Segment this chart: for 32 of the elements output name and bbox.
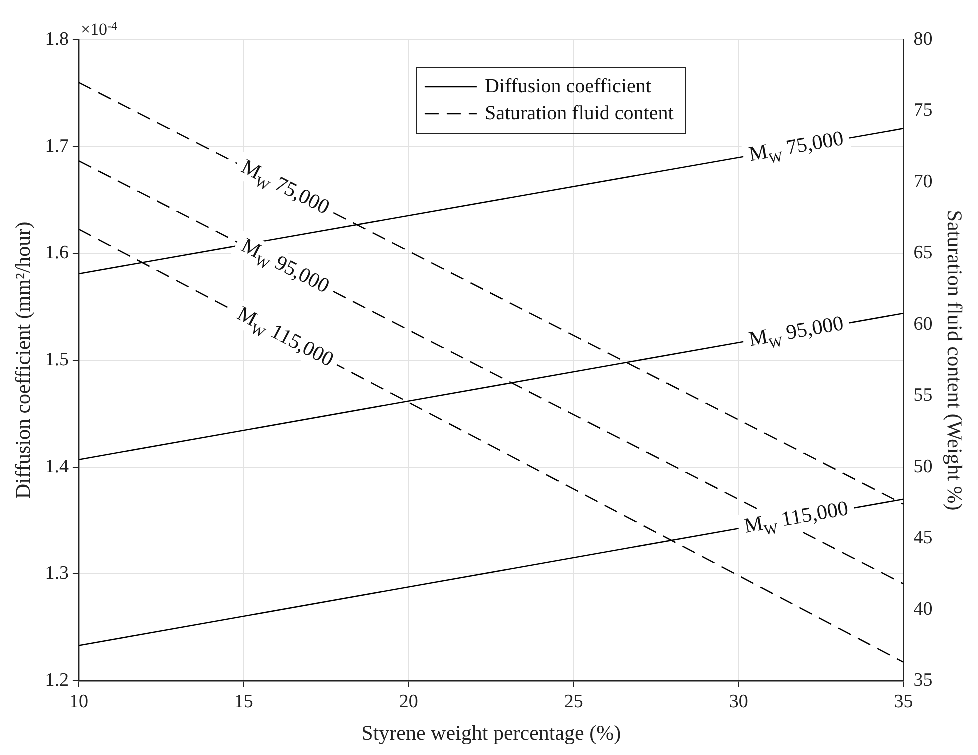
y2-tick-label: 60 <box>914 314 933 335</box>
y2-tick-label: 40 <box>914 598 933 620</box>
y2-tick-label: 75 <box>914 100 933 122</box>
x-tick-label: 20 <box>399 691 418 712</box>
y-tick-label: 1.4 <box>45 456 70 478</box>
y2-tick-label: 50 <box>914 456 933 478</box>
y2-tick-label: 70 <box>914 171 933 192</box>
y2-tick-label: 80 <box>914 28 933 50</box>
y2-axis-title: Saturation fluid content (Weight %) <box>942 210 967 511</box>
y-tick-label: 1.2 <box>45 670 69 691</box>
annotation: Saturation fluid content <box>484 102 674 124</box>
x-tick-label: 35 <box>894 691 914 712</box>
x-tick-label: 25 <box>564 691 584 712</box>
y-tick-label: 1.3 <box>45 563 69 584</box>
text: MW 95,000 <box>747 310 846 353</box>
y-tick-label: 1.7 <box>45 136 69 157</box>
text: MW 75,000 <box>747 126 846 168</box>
y2-tick-label: 45 <box>914 528 933 549</box>
x-tick-label: 10 <box>69 691 88 712</box>
x-tick-label: 30 <box>729 691 748 712</box>
text: MW 95,000 <box>238 233 334 298</box>
y-tick-label: 1.6 <box>45 242 69 264</box>
y2-tick-label: 55 <box>914 385 933 406</box>
x-axis-title: Styrene weight percentage (%) <box>362 720 622 745</box>
y2-tick-label: 65 <box>914 242 933 264</box>
y2-tick-label: 35 <box>914 670 933 691</box>
x-tick-label: 15 <box>234 691 254 712</box>
text: MW 115,000 <box>742 496 850 540</box>
annotation: Diffusion coefficient <box>484 75 652 98</box>
y-tick-label: 1.8 <box>45 28 69 50</box>
y-axis-title: Diffusion coefficient (mm²/hour) <box>11 222 36 500</box>
y-tick-label: 1.5 <box>45 349 69 370</box>
